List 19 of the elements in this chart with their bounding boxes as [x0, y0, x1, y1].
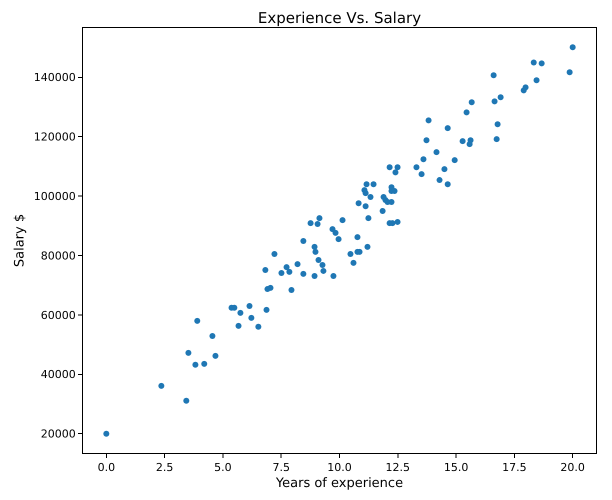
y-tick-label: 100000: [34, 190, 76, 203]
x-tick-label: 7.5: [272, 461, 290, 474]
x-tick-label: 5.0: [214, 461, 232, 474]
y-tick-label: 140000: [34, 71, 76, 84]
x-tick-label: 17.5: [502, 461, 527, 474]
y-axis-title: Salary $: [12, 214, 28, 268]
x-axis-title: Years of experience: [274, 476, 404, 491]
y-tick-label: 40000: [40, 368, 76, 382]
y-tick-label: 20000: [40, 428, 76, 441]
y-tick-label: 60000: [40, 308, 76, 322]
y-tick-label: 80000: [40, 249, 76, 262]
x-tick-label: 15.0: [444, 461, 468, 474]
x-tick-label: 0.0: [98, 461, 116, 474]
y-tick-label: 120000: [34, 130, 76, 144]
x-tick-label: 12.5: [386, 461, 410, 474]
x-tick-label: 10.0: [327, 461, 352, 474]
chart-title: Experience Vs. Salary: [258, 9, 422, 27]
x-tick-label: 2.5: [156, 461, 174, 474]
x-tick-label: 20.0: [560, 461, 585, 474]
